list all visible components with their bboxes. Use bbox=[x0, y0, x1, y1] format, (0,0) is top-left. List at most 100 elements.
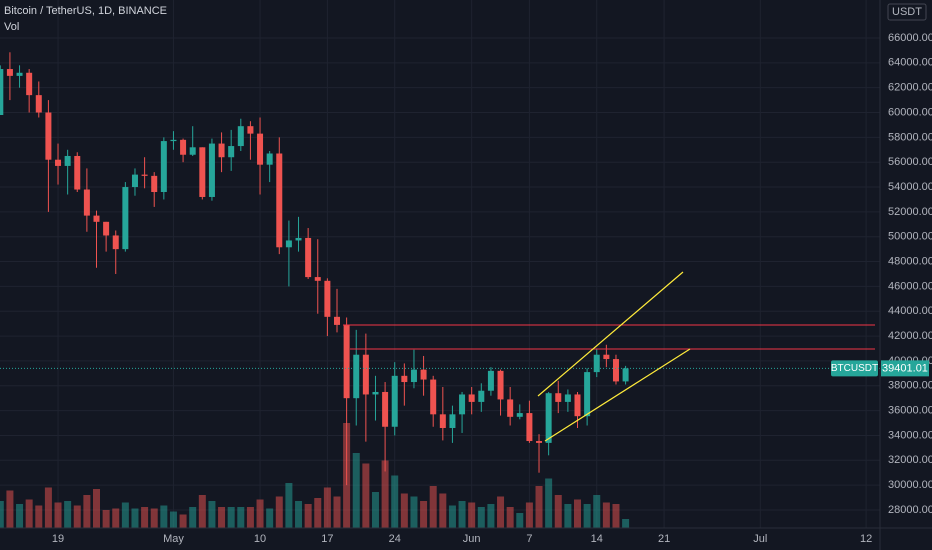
candle-body bbox=[487, 370, 494, 391]
channel-lower bbox=[544, 348, 691, 442]
candle-body bbox=[564, 394, 571, 402]
volume-bar bbox=[6, 490, 14, 528]
candle-body bbox=[208, 143, 215, 197]
volume-bar bbox=[352, 453, 360, 528]
x-tick-label: Jun bbox=[463, 533, 481, 545]
candle-body bbox=[526, 413, 533, 442]
x-tick-label: 21 bbox=[658, 533, 670, 545]
volume-bar bbox=[275, 496, 283, 528]
volume-label: Vol bbox=[4, 21, 19, 33]
grid bbox=[0, 0, 880, 528]
x-tick-label: May bbox=[163, 533, 184, 545]
candle-body bbox=[16, 72, 23, 76]
volume-bar bbox=[602, 502, 610, 528]
last-price-box bbox=[881, 360, 929, 377]
volume-bar bbox=[583, 504, 591, 528]
x-tick-label: 17 bbox=[321, 533, 333, 545]
candle-body bbox=[353, 354, 360, 399]
y-tick-label: 46000.00 bbox=[888, 280, 932, 292]
volume-bar bbox=[198, 495, 206, 528]
x-tick-label: Jul bbox=[753, 533, 767, 545]
candle-body bbox=[536, 441, 543, 443]
y-tick-label: 30000.00 bbox=[888, 479, 932, 491]
currency-box[interactable] bbox=[887, 3, 927, 21]
symbol-label: BTCUSDT bbox=[831, 363, 878, 374]
candle-body bbox=[199, 147, 206, 197]
last-price-label: 39401.01 bbox=[882, 362, 928, 374]
volume-bar bbox=[169, 511, 177, 528]
candle-body bbox=[285, 240, 292, 248]
volume-bar bbox=[371, 492, 379, 528]
candle-body bbox=[26, 72, 33, 96]
volume-bar bbox=[93, 489, 100, 528]
candle-body bbox=[372, 391, 379, 395]
volume-bar bbox=[64, 501, 72, 528]
candle-body bbox=[266, 153, 273, 165]
volume-bar bbox=[83, 495, 91, 528]
y-tick-label: 62000.00 bbox=[888, 82, 932, 94]
candle-body bbox=[439, 414, 446, 428]
volume-bar bbox=[468, 502, 476, 528]
volume-bar bbox=[410, 496, 418, 528]
y-tick-label: 56000.00 bbox=[888, 156, 932, 168]
volume-bar bbox=[622, 519, 630, 528]
candle-body bbox=[189, 147, 196, 155]
y-tick-label: 60000.00 bbox=[888, 106, 932, 118]
volume-bar bbox=[564, 504, 572, 528]
candle-body bbox=[180, 139, 187, 155]
candle-body bbox=[497, 370, 504, 400]
volume-bar bbox=[0, 501, 4, 528]
volume-bar bbox=[73, 505, 81, 528]
y-tick-label: 50000.00 bbox=[888, 231, 932, 243]
volume-bar bbox=[179, 514, 187, 528]
y-tick-label: 44000.00 bbox=[888, 305, 932, 317]
volume-bar bbox=[400, 493, 408, 528]
candle-body bbox=[247, 126, 254, 134]
candle-body bbox=[93, 215, 100, 222]
candle-body bbox=[603, 354, 610, 360]
volume-bar bbox=[102, 510, 110, 528]
volume-bar bbox=[54, 502, 62, 528]
candle-body bbox=[478, 390, 485, 402]
volume-pane bbox=[0, 423, 630, 528]
volume-bar bbox=[189, 507, 197, 528]
candle-body bbox=[237, 126, 244, 147]
y-tick-label: 32000.00 bbox=[888, 454, 932, 466]
candle-body bbox=[160, 141, 167, 193]
volume-bar bbox=[323, 487, 331, 528]
volume-bar bbox=[266, 508, 274, 528]
volume-bar bbox=[554, 495, 562, 528]
candle-body bbox=[55, 159, 62, 166]
currency-label[interactable]: USDT bbox=[892, 6, 922, 18]
volume-bar bbox=[593, 495, 601, 528]
volume-bar bbox=[525, 502, 533, 528]
volume-bar bbox=[506, 507, 514, 528]
volume-bar bbox=[391, 475, 399, 528]
volume-bar bbox=[333, 496, 341, 528]
candle-body bbox=[391, 375, 398, 427]
volume-bar bbox=[208, 501, 216, 528]
volume-bar bbox=[141, 507, 149, 528]
candle-body bbox=[103, 221, 110, 236]
volume-bar bbox=[429, 486, 437, 528]
x-tick-label: 19 bbox=[52, 533, 64, 545]
candle-body bbox=[382, 391, 389, 427]
candle-body bbox=[507, 399, 514, 417]
candle-body bbox=[74, 155, 81, 190]
volume-bar bbox=[44, 487, 52, 528]
y-tick-label: 38000.00 bbox=[888, 380, 932, 392]
candle-body bbox=[622, 368, 629, 382]
candle-body bbox=[257, 133, 264, 165]
candle-body bbox=[35, 95, 42, 113]
chart-title: Bitcoin / TetherUS, 1D, BINANCE bbox=[4, 5, 167, 17]
x-tick-label: 10 bbox=[254, 533, 266, 545]
volume-bar bbox=[420, 501, 428, 528]
volume-bar bbox=[160, 505, 168, 528]
candle-body bbox=[45, 112, 52, 160]
volume-bar bbox=[25, 499, 33, 528]
volume-bar bbox=[545, 478, 553, 528]
candle-body bbox=[0, 69, 4, 115]
volume-bar bbox=[304, 504, 312, 528]
candle-body bbox=[459, 394, 466, 415]
